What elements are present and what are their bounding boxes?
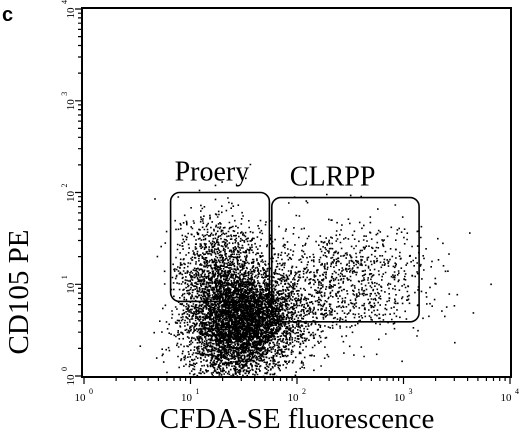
x-tick-label-base: 10 — [288, 392, 300, 404]
gates: Proery CLRPP — [169, 157, 420, 323]
gate-proery — [169, 191, 271, 303]
y-tick-label-base: 10 — [65, 191, 77, 203]
y-tick-label-base: 10 — [65, 282, 77, 294]
x-tick-label-exponent: 2 — [302, 387, 306, 396]
y-axis-label: CD105 PE — [3, 230, 35, 355]
gate-label-proery: Proery — [175, 157, 250, 188]
x-tick-label-exponent: 3 — [409, 387, 413, 396]
x-tick-label-base: 10 — [501, 392, 513, 404]
population-6-dots — [153, 294, 343, 378]
x-tick-label-base: 10 — [75, 392, 87, 404]
population-5-dots — [285, 193, 475, 344]
y-tick-label-exponent: 2 — [60, 184, 69, 188]
gate-clrpp — [270, 196, 420, 323]
x-axis-label: CFDA-SE fluorescence — [160, 403, 435, 435]
gate-label-clrpp: CLRPP — [290, 162, 376, 193]
y-tick-label-base: 10 — [65, 374, 77, 386]
x-tick-label-exponent: 4 — [515, 387, 519, 396]
y-tick-label-exponent: 0 — [60, 367, 69, 371]
population-3-dots — [154, 163, 287, 374]
x-tick-label-base: 10 — [394, 392, 406, 404]
tick-marks — [75, 8, 511, 384]
y-tick-label-base: 10 — [65, 7, 77, 19]
population-1-dots — [139, 237, 326, 378]
y-tick-label-exponent: 4 — [60, 0, 69, 4]
panel-label: c — [2, 4, 13, 26]
event-dots — [139, 163, 492, 378]
y-tick-label-exponent: 3 — [60, 92, 69, 96]
x-tick-label-exponent: 1 — [196, 387, 200, 396]
x-tick-label-base: 10 — [181, 392, 193, 404]
y-tick-label-base: 10 — [65, 99, 77, 111]
x-tick-label-exponent: 0 — [89, 387, 93, 396]
y-tick-label-exponent: 1 — [60, 275, 69, 279]
